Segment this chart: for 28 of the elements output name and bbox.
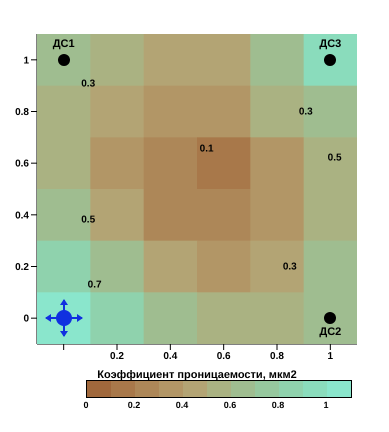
y-tick-label: 0.4 [15,210,30,222]
color-bar-label: 0.2 [128,400,140,410]
annotation: ДС2 [319,326,342,338]
color-bar-label: 0.4 [176,400,188,410]
annotation: 0.1 [200,143,214,154]
x-tick-label: 0.4 [163,351,178,362]
x-tick-label: 0.2 [110,351,124,362]
x-tick-label: 0.8 [270,351,284,362]
x-axis-title: Коэффициент проницаемости, мкм2 [97,369,297,381]
x-tick-label: 1 [328,351,334,362]
annotation: 0.3 [298,106,313,117]
annotation: 0.3 [81,78,96,90]
y-tick-label: 0.8 [15,107,30,118]
annotation: 0.3 [282,261,297,272]
y-tick-label: 0.6 [15,158,30,170]
annotation: 0.7 [88,280,102,291]
color-bar-label: 0.8 [272,400,284,410]
color-bar-label: 0 [83,400,89,410]
color-bar-label: 1 [323,400,329,410]
annotation: ДС1 [52,38,75,50]
annotation: 0.5 [81,214,96,226]
y-tick-label: 0 [23,314,30,325]
annotation: ДС3 [319,38,342,50]
y-tick-label: 1 [23,55,30,66]
y-tick-label: 0.2 [15,262,30,274]
color-bar-label: 0.6 [224,400,236,410]
x-tick-label: 0.6 [216,351,232,362]
annotation: 0.5 [328,152,342,164]
